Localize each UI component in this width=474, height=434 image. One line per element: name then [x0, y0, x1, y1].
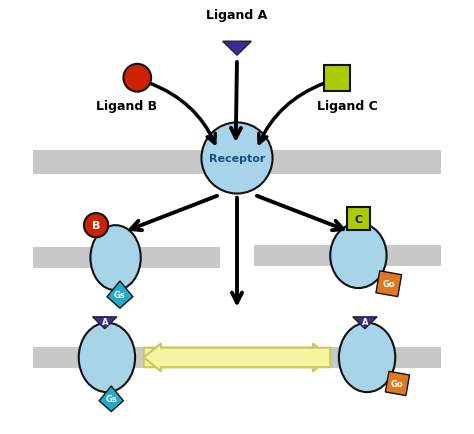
Polygon shape: [353, 317, 377, 329]
Circle shape: [201, 123, 273, 194]
Bar: [33, 151, 441, 175]
FancyArrow shape: [144, 344, 330, 372]
Text: Go: Go: [383, 279, 395, 289]
Ellipse shape: [330, 224, 387, 288]
Polygon shape: [92, 317, 117, 329]
Text: C: C: [355, 214, 363, 224]
Ellipse shape: [79, 323, 135, 392]
Text: B: B: [92, 220, 100, 230]
Text: Gs: Gs: [114, 290, 126, 299]
Bar: [33, 347, 441, 368]
FancyArrow shape: [144, 344, 330, 372]
Text: A: A: [101, 317, 108, 326]
Bar: [324, 66, 350, 92]
Text: Ligand A: Ligand A: [206, 10, 268, 22]
Polygon shape: [99, 386, 123, 411]
Text: Gs: Gs: [105, 395, 117, 403]
Text: Receptor: Receptor: [209, 154, 265, 164]
Bar: [346, 207, 370, 231]
Bar: [255, 246, 441, 266]
Polygon shape: [385, 372, 410, 396]
Polygon shape: [107, 281, 133, 309]
Text: Go: Go: [391, 379, 404, 388]
Bar: [33, 248, 219, 269]
Circle shape: [84, 214, 108, 238]
Polygon shape: [376, 271, 401, 297]
Circle shape: [123, 65, 151, 92]
Text: Ligand C: Ligand C: [317, 100, 378, 113]
Text: Ligand B: Ligand B: [96, 100, 157, 113]
Ellipse shape: [339, 323, 395, 392]
Ellipse shape: [91, 226, 141, 290]
Text: A: A: [362, 317, 368, 326]
Polygon shape: [223, 42, 251, 56]
